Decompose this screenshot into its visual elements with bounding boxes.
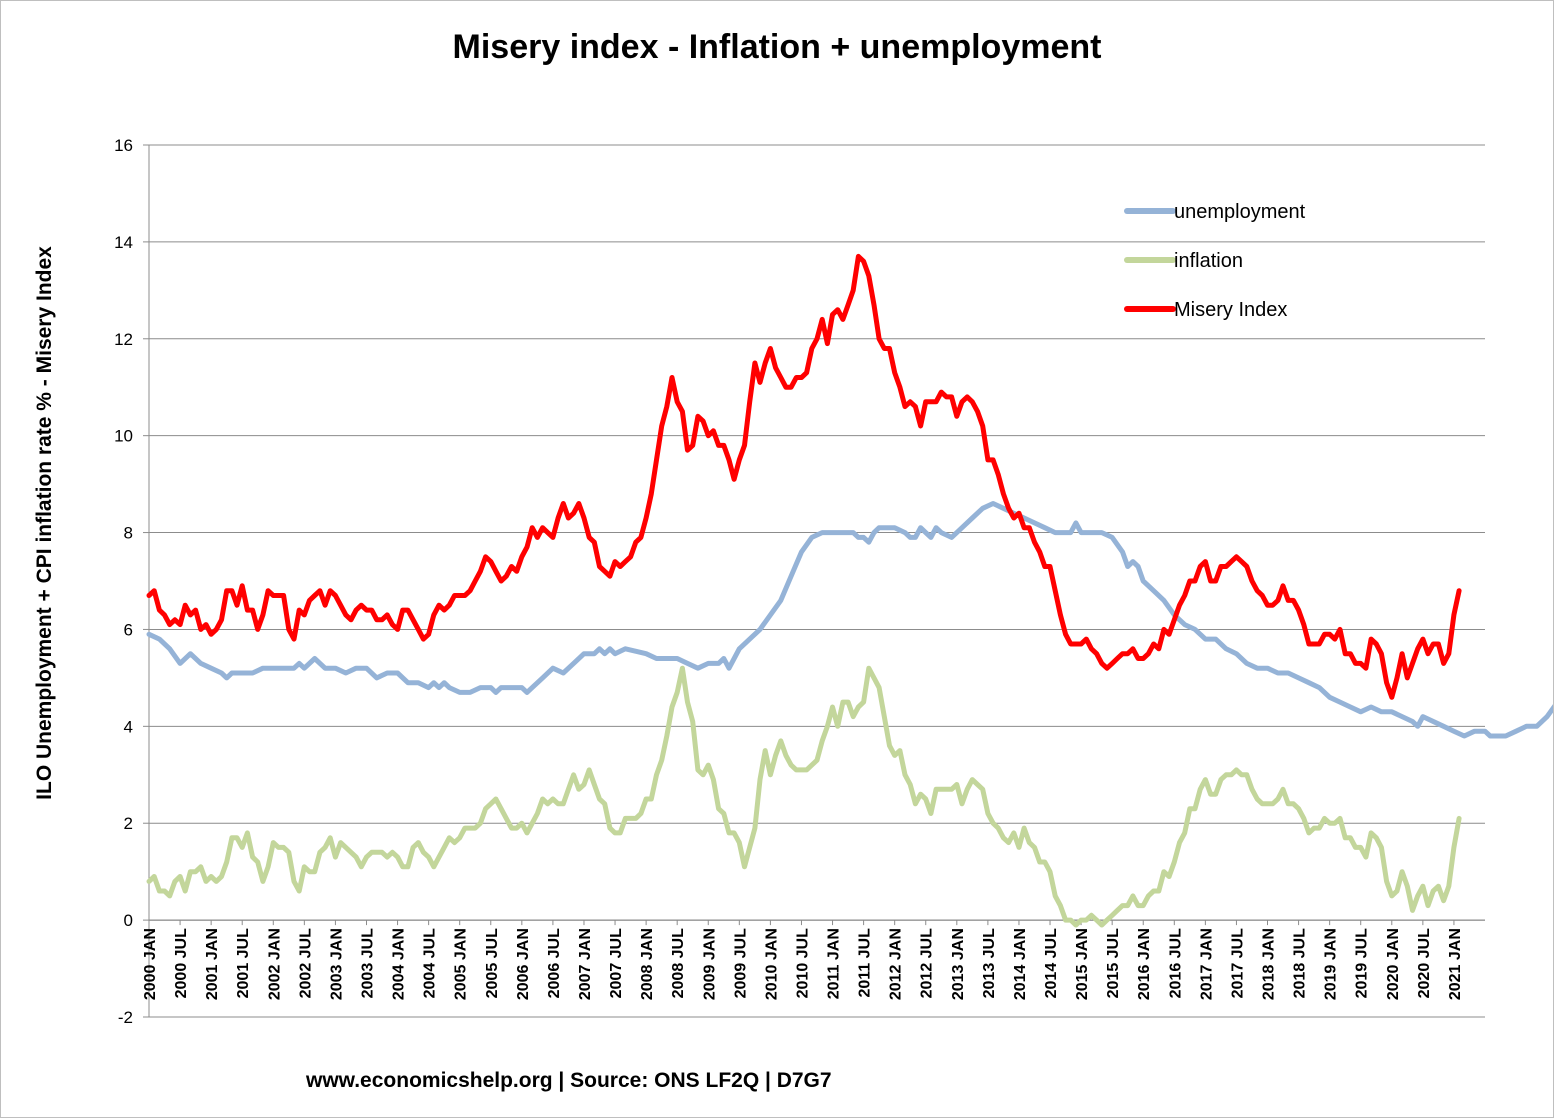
- y-axis-ticks: -2 0 2 4 6 8 10 12 14 16: [114, 136, 149, 1027]
- x-tick-label: 2003 JAN: [328, 928, 345, 1000]
- y-tick-label: 2: [124, 814, 133, 833]
- x-tick-label: 2009 JUL: [732, 928, 749, 998]
- x-tick-label: 2016 JAN: [1136, 928, 1153, 1000]
- y-tick-label: 16: [114, 136, 133, 155]
- x-tick-label: 2020 JAN: [1385, 928, 1402, 1000]
- series-line-unemployment: [146, 501, 1553, 739]
- x-tick-label: 2010 JUL: [794, 928, 811, 998]
- x-tick-label: 2000 JUL: [173, 928, 190, 998]
- x-tick-label: 2010 JAN: [763, 928, 780, 1000]
- x-tick-label: 2006 JAN: [515, 928, 532, 1000]
- x-tick-label: 2004 JUL: [422, 928, 439, 998]
- y-tick-label: 6: [124, 620, 133, 639]
- x-tick-label: 2006 JUL: [546, 928, 563, 998]
- x-tick-label: 2013 JUL: [981, 928, 998, 998]
- series-line-misery-index: [146, 253, 1462, 700]
- x-tick-label: 2011 JUL: [857, 928, 874, 998]
- x-tick-label: 2007 JAN: [577, 928, 594, 1000]
- y-axis-label: ILO Unemployment + CPI inflation rate % …: [33, 246, 56, 800]
- x-tick-label: 2018 JAN: [1261, 928, 1278, 1000]
- y-tick-label: 8: [124, 524, 133, 543]
- series-layer: [146, 253, 1553, 928]
- x-tick-label: 2014 JAN: [1012, 928, 1029, 1000]
- y-tick-label: -2: [118, 1008, 133, 1027]
- grid-layer: [148, 144, 1485, 1018]
- x-tick-label: 2002 JAN: [266, 928, 283, 1000]
- y-tick-label: 4: [124, 717, 133, 736]
- chart-title: Misery index - Inflation + unemployment: [453, 28, 1102, 66]
- x-tick-label: 2015 JAN: [1074, 928, 1091, 1000]
- y-tick-label: 10: [114, 427, 133, 446]
- x-axis-ticks: 2000 JAN 2000 JUL 2001 JAN 2001 JUL 2002 JAN…: [142, 920, 1464, 1000]
- x-tick-label: 2019 JUL: [1354, 928, 1371, 998]
- x-tick-label: 2016 JUL: [1167, 928, 1184, 998]
- x-tick-label: 2012 JAN: [888, 928, 905, 1000]
- x-tick-label: 2019 JAN: [1323, 928, 1340, 1000]
- x-tick-label: 2005 JUL: [484, 928, 501, 998]
- x-tick-label: 2011 JAN: [826, 928, 843, 999]
- x-tick-label: 2017 JAN: [1198, 928, 1215, 1000]
- x-tick-label: 2017 JUL: [1229, 928, 1246, 998]
- x-tick-label: 2013 JAN: [950, 928, 967, 1000]
- legend: unemployment inflation Misery Index: [1124, 201, 1306, 321]
- x-tick-label: 2018 JUL: [1292, 928, 1309, 998]
- x-tick-label: 2014 JUL: [1043, 928, 1060, 998]
- y-tick-label: 12: [114, 330, 133, 349]
- x-tick-label: 2021 JAN: [1447, 928, 1464, 1000]
- legend-label: unemployment: [1174, 201, 1306, 223]
- x-tick-label: 2002 JUL: [297, 928, 314, 998]
- x-tick-label: 2008 JUL: [670, 928, 687, 998]
- legend-label: inflation: [1174, 250, 1243, 272]
- x-tick-label: 2001 JAN: [204, 928, 221, 1000]
- x-tick-label: 2000 JAN: [142, 928, 159, 1000]
- x-tick-label: 2015 JUL: [1105, 928, 1122, 998]
- x-tick-label: 2007 JUL: [608, 928, 625, 998]
- x-tick-label: 2003 JUL: [359, 928, 376, 998]
- x-tick-label: 2005 JAN: [453, 928, 470, 1000]
- series-line-inflation: [146, 665, 1462, 928]
- legend-label: Misery Index: [1174, 299, 1287, 321]
- x-tick-label: 2020 JUL: [1416, 928, 1433, 998]
- x-tick-label: 2008 JAN: [639, 928, 656, 1000]
- x-tick-label: 2001 JUL: [235, 928, 252, 998]
- source-note: www.economicshelp.org | Source: ONS LF2Q…: [305, 1069, 832, 1092]
- x-tick-label: 2009 JAN: [701, 928, 718, 1000]
- y-tick-label: 14: [114, 233, 133, 252]
- x-tick-label: 2012 JUL: [919, 928, 936, 998]
- x-tick-label: 2004 JAN: [391, 928, 408, 1000]
- y-tick-label: 0: [124, 911, 133, 930]
